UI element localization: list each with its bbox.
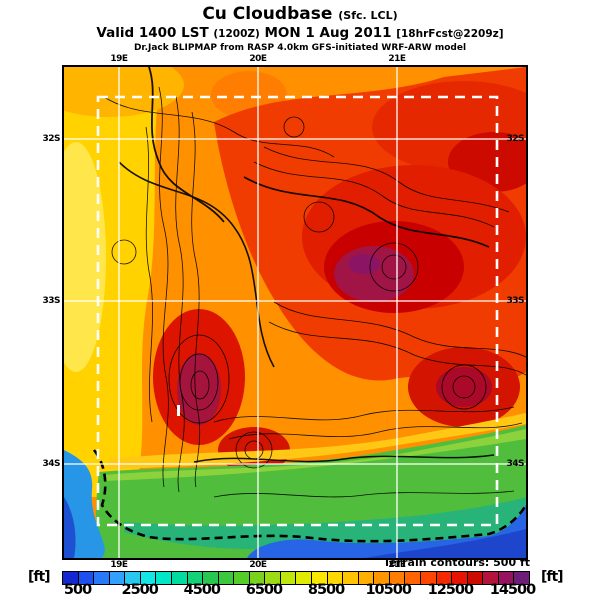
zulu-time: (1200Z) — [213, 27, 260, 40]
colorbar-tick: 500 — [63, 582, 92, 598]
colorbar-segment — [514, 572, 529, 584]
lon-label-top-20e: 20E — [249, 54, 267, 64]
colorbar-segment — [156, 572, 172, 584]
colorbar-segment — [203, 572, 219, 584]
colorbar-segment — [249, 572, 266, 584]
colorbar-tick: 12500 — [427, 582, 474, 598]
colorbar-unit-left: [ft] — [28, 569, 51, 585]
terrain-contours-note: Terrain contours: 500 ft — [383, 556, 530, 569]
site-marker — [177, 405, 180, 416]
cloudbase-map-svg — [64, 67, 526, 558]
lon-label-top-21e: 21E — [388, 54, 406, 64]
colorbar-tick: 6500 — [245, 582, 283, 598]
grid-lines — [64, 67, 526, 558]
colorbar-tick: 8500 — [307, 582, 345, 598]
map-plot-area — [62, 65, 528, 560]
forecast-tag: [18hrFcst@2209z] — [396, 27, 504, 40]
colorbar-segment — [125, 572, 141, 584]
colorbar-segment — [187, 572, 204, 584]
plot-title-main: Cu Cloudbase — [202, 4, 333, 24]
valid-time: Valid 1400 LST — [96, 24, 209, 41]
domain-boundary — [96, 95, 499, 527]
colorbar-tick: 10500 — [365, 582, 411, 598]
colorbar-segment — [94, 572, 110, 584]
colorbar-segment — [452, 572, 468, 584]
colorbar-segment — [312, 572, 328, 584]
lat-label-left-32s: 32S — [42, 134, 60, 144]
plot-title-qualifier: (Sfc. LCL) — [338, 9, 398, 22]
colorbar-segment — [389, 572, 406, 584]
colorbar-segment — [343, 572, 359, 584]
colorbar-segment — [296, 572, 312, 584]
terrain-contours — [103, 67, 526, 498]
lon-label-bottom-19e: 19E — [110, 560, 128, 570]
colorbar-segment — [327, 572, 344, 584]
title-block: Cu Cloudbase (Sfc. LCL) Valid 1400 LST (… — [0, 4, 600, 54]
colorbar-segment — [218, 572, 235, 584]
lat-label-left-34s: 34S — [42, 459, 60, 469]
colorbar-unit-right: [ft] — [541, 569, 564, 585]
plot-title: Cu Cloudbase (Sfc. LCL) — [0, 4, 600, 25]
valid-date: MON 1 Aug 2011 — [264, 24, 392, 41]
lon-label-bottom-21e: 21E — [388, 560, 406, 570]
lat-label-right-34s: 34S — [506, 459, 524, 469]
coastline — [92, 449, 526, 543]
lat-label-left-33s: 33S — [42, 296, 60, 306]
colorbar-segment — [374, 572, 390, 584]
colorbar-segment — [420, 572, 437, 584]
color-fill-regions — [64, 67, 526, 558]
colorbar-swatches — [62, 571, 530, 585]
colorbar-segment — [78, 572, 95, 584]
colorbar-segment — [358, 572, 375, 584]
colorbar-segment — [405, 572, 421, 584]
colorbar-tick: 4500 — [183, 582, 221, 598]
colorbar-segment — [483, 572, 499, 584]
valid-time-line: Valid 1400 LST (1200Z) MON 1 Aug 2011 [1… — [0, 24, 600, 42]
colorbar-segment — [498, 572, 515, 584]
colorbar-segment — [234, 572, 250, 584]
colorbar-segment — [63, 572, 79, 584]
colorbar-segment — [436, 572, 453, 584]
colorbar-segment — [467, 572, 484, 584]
colorbar-segment — [280, 572, 297, 584]
lon-label-top-19e: 19E — [110, 54, 128, 64]
colorbar-segment — [140, 572, 157, 584]
model-line: Dr.Jack BLIPMAP from RASP 4.0km GFS-init… — [133, 43, 467, 54]
colorbar-segment — [171, 572, 188, 584]
lat-label-right-32s: 32S — [506, 134, 524, 144]
colorbar-segment — [265, 572, 281, 584]
colorbar-tick: 14500 — [489, 582, 536, 598]
colorbar-segment — [109, 572, 126, 584]
colorbar-tick: 2500 — [121, 582, 158, 598]
lat-label-right-33s: 33S — [506, 296, 524, 306]
lon-label-bottom-20e: 20E — [249, 560, 267, 570]
colorbar-ticks: 500 2500 4500 6500 8500 10500 12500 14500 — [62, 582, 536, 600]
